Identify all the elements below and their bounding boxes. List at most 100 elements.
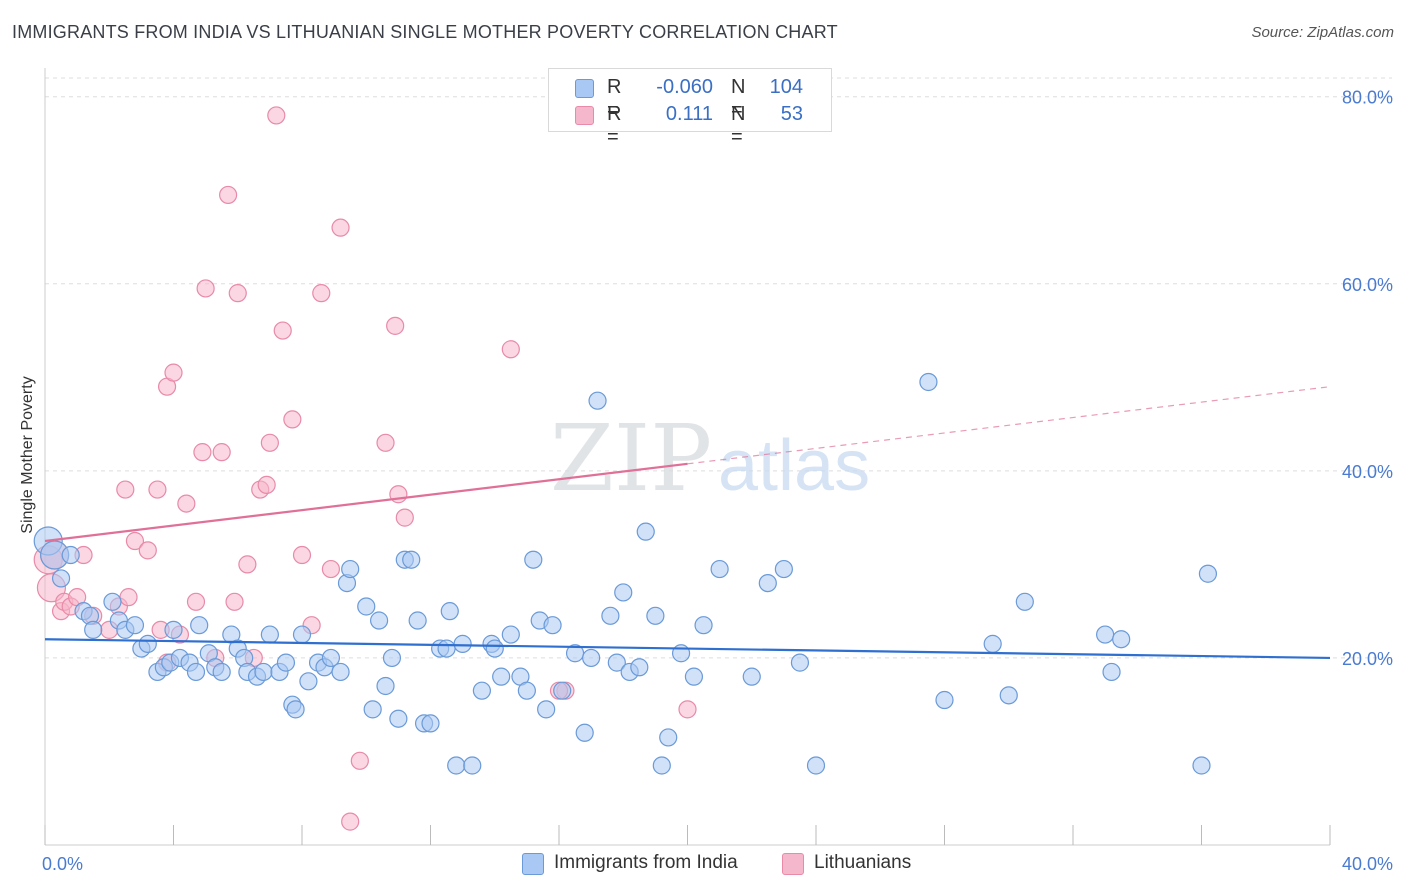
india-point-63 [492,667,511,686]
india-point-77 [607,653,626,672]
india-point-88 [710,559,729,579]
lithuanians-point-27 [225,592,244,611]
lithuanians-point-43 [350,751,369,770]
india-point-82 [646,606,665,625]
lithuanians-point-32 [257,475,276,494]
lithuanians-point-11 [116,480,135,499]
india-point-12 [138,634,157,653]
india-point-80 [630,658,649,677]
lithuanians-point-29 [238,555,257,574]
india-point-95 [935,690,954,710]
india-point-66 [517,681,536,700]
x-tick-label-1: 40.0% [1342,854,1393,874]
y-tick-label-0: 20.0% [1342,649,1393,669]
india-point-45 [370,611,389,630]
india-point-46 [376,676,395,696]
bottom-legend-label-lithuanians: Lithuanians [814,852,912,873]
india-point-55 [437,639,456,658]
lithuanians-point-42 [341,812,360,831]
india-point-70 [543,616,562,635]
lithuanians-point-39 [312,284,331,303]
lithuanians-point-50 [678,700,697,719]
india-point-59 [463,756,482,775]
lithuanians-point-44 [376,433,395,452]
india-point-10 [125,616,145,635]
india-point-97 [999,686,1018,705]
india-point-3 [61,545,80,565]
lithuanians-point-14 [138,541,157,560]
bottom-legend-swatch-india [522,853,544,875]
lithuanians-point-35 [273,321,292,340]
legend-n-label: N = [731,76,746,121]
india-trend-line [44,638,1331,660]
india-point-29 [254,662,273,682]
legend-n-value: 53 [780,103,803,125]
india-point-32 [276,653,296,672]
legend-r-value: 0.111 [665,103,713,125]
lithuanians-point-25 [212,443,231,462]
india-point-51 [408,611,427,630]
lithuanians-point-22 [193,443,212,462]
lithuanians-point-48 [501,340,520,359]
india-point-34 [286,700,305,719]
india-point-101 [1112,630,1131,649]
india-points [33,372,1218,775]
india-point-40 [331,662,350,682]
legend-swatch-india [575,79,594,98]
india-point-89 [742,667,761,686]
legend-swatch-lithuanians [575,106,594,125]
tick-labels: 20.0% 40.0% 60.0% 80.0% 0.0% 40.0% [42,88,1393,874]
y-tick-label-3: 80.0% [1342,88,1393,108]
lithuanians-point-41 [331,218,350,237]
india-point-103 [1198,564,1218,583]
india-point-23 [212,662,231,682]
lithuanians-point-23 [196,279,215,298]
lithuanians-point-13 [125,531,145,551]
watermark-zip: ZIP [550,405,712,512]
bottom-legend-label-india: Immigrants from India [554,852,738,873]
india-point-19 [186,662,206,682]
india-point-67 [524,550,543,569]
lithuanians-point-20 [177,494,196,513]
india-point-96 [983,634,1002,653]
india-point-86 [684,667,704,686]
india-point-6 [84,620,103,639]
lithuanians-point-45 [386,316,405,335]
india-point-43 [357,597,376,616]
lithuanians-point-34 [267,106,286,125]
india-point-57 [447,756,466,775]
india-point-100 [1102,662,1121,682]
india-point-64 [501,625,520,644]
india-point-20 [190,616,209,635]
legend-r-value: -0.060 [656,76,713,98]
lithuanians-point-18 [164,363,183,382]
india-point-30 [260,625,279,644]
y-tick-label-2: 60.0% [1342,275,1393,295]
lithuanians-point-21 [186,592,206,611]
india-point-60 [472,681,491,700]
lithuanians-point-40 [321,559,341,579]
chart-source: Source: ZipAtlas.com [1251,24,1394,41]
india-point-39 [321,648,341,668]
bottom-legend-swatch-lithuanians [782,853,804,875]
lithuanians-point-36 [283,410,302,429]
india-point-35 [292,625,312,644]
india-point-16 [164,620,183,639]
india-point-83 [652,756,671,775]
legend-n-value: 104 [769,76,803,98]
india-point-53 [421,714,440,733]
india-point-99 [1096,625,1115,644]
india-point-92 [790,653,810,672]
india-point-94 [919,372,938,392]
correlation-legend: R = -0.060 N = 104 R = 0.111 N = 53 [548,68,832,148]
india-point-56 [440,602,459,621]
india-point-102 [1192,756,1211,775]
india-point-84 [659,728,678,747]
lithuanians-point-15 [148,480,167,499]
india-point-69 [537,700,556,719]
india-point-50 [402,550,421,569]
lithuanians-point-28 [228,284,247,303]
lithuanians-trend-line-extension [687,386,1331,465]
india-point-7 [103,592,122,611]
india-point-42 [341,559,360,579]
